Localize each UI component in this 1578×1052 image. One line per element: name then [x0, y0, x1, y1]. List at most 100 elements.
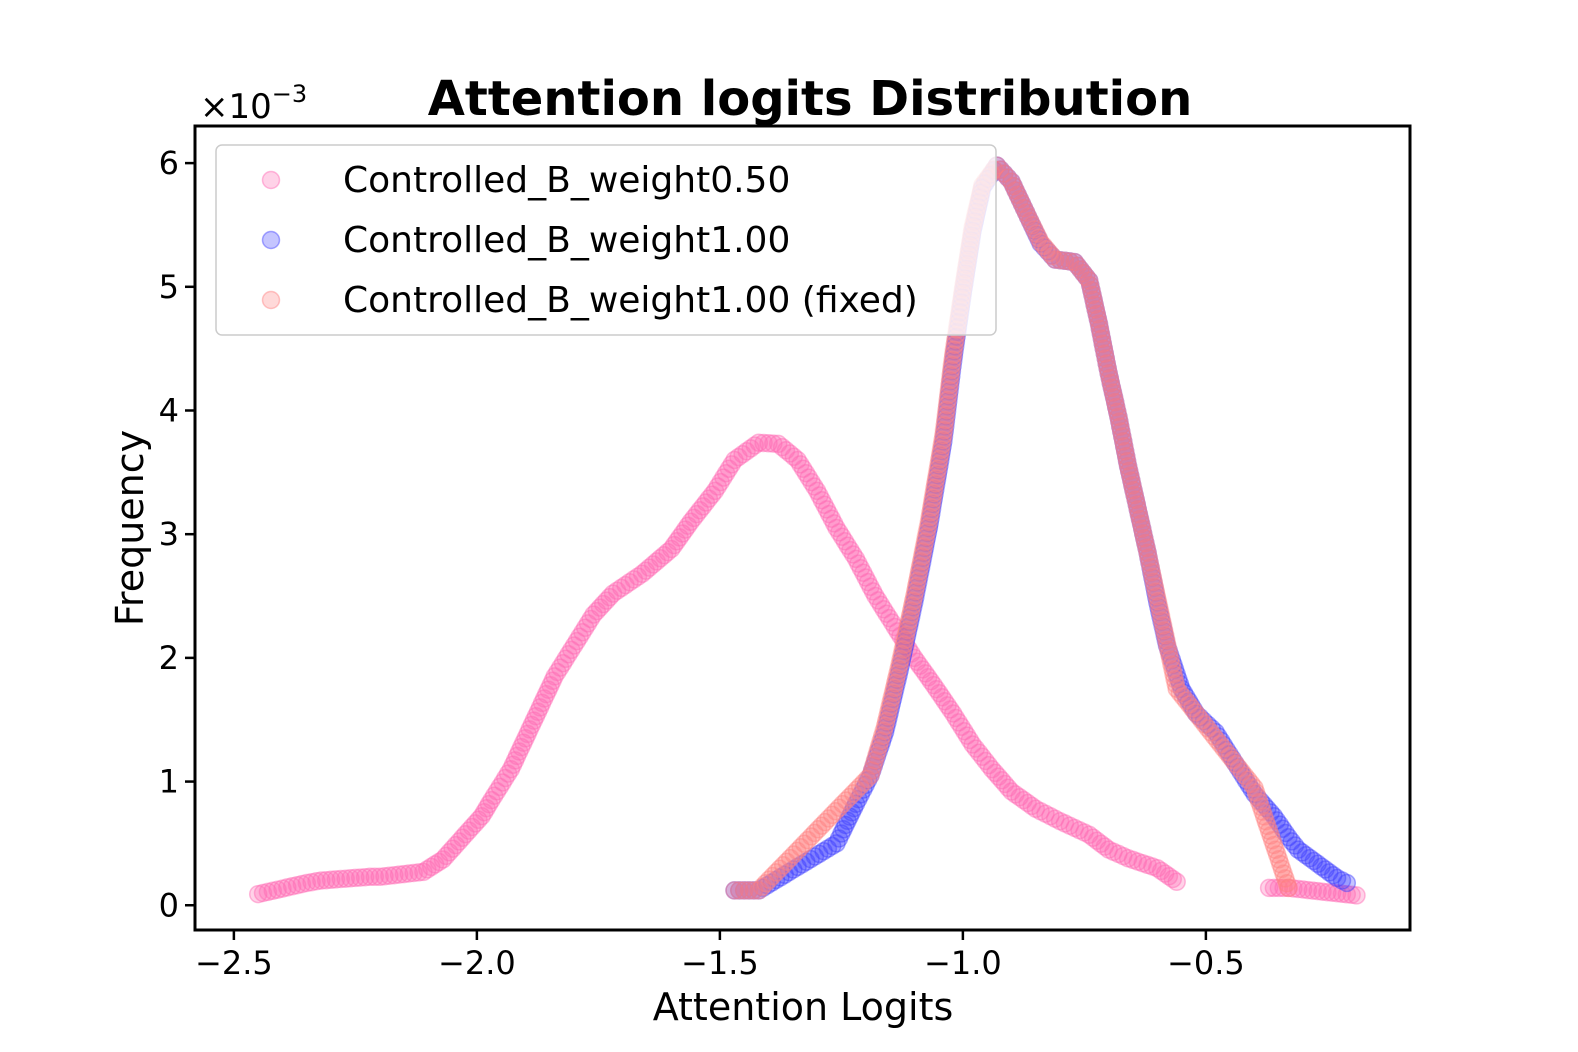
data-point [1097, 354, 1116, 373]
data-point [1293, 880, 1313, 899]
data-point [567, 631, 587, 651]
data-point [932, 688, 952, 707]
data-point [581, 609, 600, 629]
data-point [864, 756, 883, 775]
data-point [539, 680, 558, 699]
data-point [1133, 524, 1153, 543]
data-point [1020, 212, 1040, 231]
data-point [1109, 407, 1128, 426]
data-point [1075, 823, 1094, 842]
data-point [699, 489, 719, 508]
data-point [600, 587, 619, 607]
data-point [910, 656, 930, 675]
data-point [927, 470, 947, 490]
data-point [1161, 650, 1180, 669]
data-point [1153, 617, 1172, 636]
data-point [612, 578, 631, 598]
data-point [889, 665, 908, 685]
data-point [1114, 846, 1133, 866]
data-point [453, 828, 472, 848]
data-point [1214, 738, 1233, 758]
data-point [906, 588, 925, 607]
data-point [1084, 290, 1103, 310]
data-point [1071, 260, 1090, 279]
data-point [812, 816, 831, 835]
data-point [1018, 207, 1038, 227]
data-point [667, 532, 687, 551]
data-point [1126, 490, 1145, 510]
data-point [321, 870, 341, 890]
data-point [841, 540, 860, 560]
data-point [911, 558, 931, 577]
data-point [1014, 790, 1033, 810]
data-point [1014, 198, 1034, 218]
data-point [469, 810, 488, 830]
data-point [923, 488, 943, 508]
data-point [719, 459, 739, 479]
data-point [1264, 835, 1284, 855]
legend-marker-weight050 [261, 170, 281, 190]
data-point [278, 878, 297, 897]
data-point [1184, 700, 1203, 719]
data-point [651, 549, 670, 568]
data-point [784, 845, 803, 864]
data-point [1018, 793, 1037, 813]
data-point [1150, 602, 1169, 622]
data-point [418, 860, 437, 879]
data-point [943, 350, 962, 370]
data-point [921, 509, 940, 528]
data-point [938, 396, 957, 416]
data-point [862, 761, 882, 780]
data-point [1186, 704, 1206, 723]
data-point [1119, 461, 1139, 481]
data-point [730, 881, 749, 900]
data-point [1122, 471, 1141, 490]
data-point [907, 652, 927, 672]
data-point [1157, 630, 1176, 650]
data-point [911, 552, 931, 571]
plot-frame [193, 124, 1412, 932]
data-point [507, 746, 527, 766]
data-point [1109, 844, 1128, 864]
data-point [888, 670, 907, 690]
data-point [788, 857, 807, 877]
data-point [915, 532, 935, 551]
data-point [1132, 519, 1152, 538]
data-point [1074, 263, 1093, 283]
data-point [861, 766, 880, 785]
data-point [879, 708, 898, 728]
data-point [924, 675, 943, 695]
data-point [1126, 490, 1145, 510]
data-point [516, 729, 535, 748]
data-point [798, 830, 817, 850]
data-point [1068, 256, 1087, 276]
data-point [1137, 538, 1156, 558]
x-tick-label: −2.0 [438, 944, 516, 982]
data-point [1129, 505, 1149, 524]
data-point [908, 573, 928, 592]
data-point [573, 623, 592, 642]
data-point [1093, 334, 1113, 353]
data-point [1102, 378, 1122, 398]
data-point [1279, 878, 1298, 898]
data-point [414, 862, 433, 882]
data-point [882, 688, 902, 707]
data-point [472, 806, 491, 826]
data-point [884, 678, 904, 698]
data-point [1337, 885, 1357, 904]
data-point [578, 614, 598, 633]
data-point [1206, 722, 1225, 742]
data-point [1101, 373, 1121, 393]
data-point [1043, 246, 1062, 266]
data-point [1112, 422, 1131, 441]
data-point [487, 782, 507, 801]
data-point [1045, 809, 1065, 828]
data-point [1147, 588, 1166, 607]
data-point [905, 586, 924, 606]
data-point [787, 841, 807, 861]
data-point [922, 493, 942, 512]
data-point [1113, 427, 1132, 446]
data-point [1065, 252, 1084, 272]
data-point [1269, 850, 1289, 869]
data-point [998, 168, 1018, 187]
